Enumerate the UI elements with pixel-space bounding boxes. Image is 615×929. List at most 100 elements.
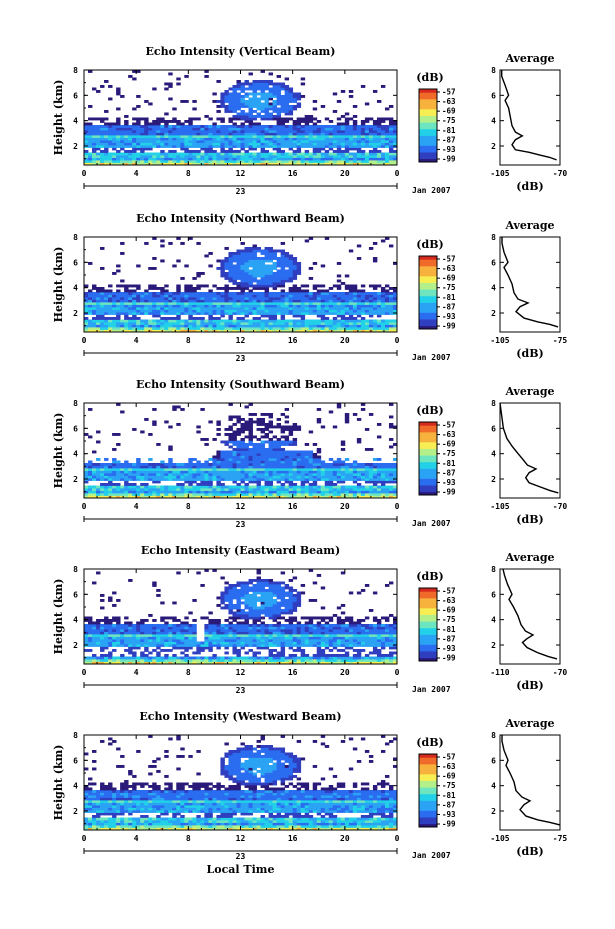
heatmap-cell: [168, 242, 173, 245]
heatmap-cell: [252, 490, 257, 494]
heatmap-cell: [312, 292, 318, 295]
heatmap-cell: [208, 147, 213, 151]
heatmap-cell: [380, 132, 386, 136]
heatmap-cell: [280, 425, 286, 429]
colorbar-step: [419, 152, 437, 156]
heatmap-cell: [300, 455, 306, 459]
heatmap-cell: [108, 488, 113, 491]
heatmap-cell: [280, 277, 286, 280]
heatmap-cell: [128, 299, 133, 303]
heatmap-cell: [276, 284, 282, 288]
heatmap-cell: [384, 488, 390, 491]
heatmap-cell: [132, 292, 137, 295]
heatmap-cell: [328, 130, 334, 133]
heatmap-cell: [176, 470, 181, 474]
profile-x-tick-label: -70: [553, 169, 568, 178]
heatmap-cell: [168, 157, 173, 161]
heatmap-cell: [212, 142, 217, 146]
heatmap-cell: [236, 87, 241, 91]
heatmap-cell: [92, 478, 97, 481]
heatmap-cell: [268, 304, 274, 308]
heatmap-cell: [116, 142, 121, 146]
heatmap-cell: [240, 130, 245, 133]
heatmap-cell: [100, 289, 105, 293]
heatmap-cell: [144, 152, 149, 156]
heatmap-cell: [176, 473, 181, 476]
heatmap-cell: [348, 147, 354, 151]
heatmap-cell: [256, 460, 261, 464]
heatmap-cell: [248, 438, 253, 441]
heatmap-cell: [248, 115, 253, 118]
heatmap-cell: [272, 284, 278, 288]
heatmap-cell: [220, 485, 225, 489]
heatmap-cell: [320, 137, 326, 141]
heatmap-cell: [244, 483, 249, 486]
heatmap-cell: [152, 132, 157, 136]
heatmap-cell: [204, 70, 209, 73]
heatmap-cell: [208, 309, 213, 313]
heatmap-cell: [248, 460, 253, 464]
heatmap-cell: [176, 312, 181, 315]
heatmap-cell: [184, 463, 189, 466]
heatmap-cell: [252, 319, 257, 323]
heatmap-cell: [236, 287, 241, 290]
heatmap-cell: [328, 304, 334, 308]
heatmap-cell: [320, 425, 326, 429]
heatmap-cell: [232, 468, 237, 471]
heatmap-cell: [104, 135, 109, 138]
heatmap-cell: [236, 292, 241, 295]
heatmap-cell: [92, 137, 97, 141]
heatmap-cell: [276, 127, 282, 131]
heatmap-cell: [236, 267, 241, 270]
heatmap-cell: [84, 327, 89, 330]
heatmap-cell: [352, 460, 358, 464]
heatmap-cell: [116, 157, 121, 161]
heatmap-cell: [224, 277, 229, 280]
heatmap-cell: [144, 157, 149, 161]
colorbar-step: [419, 262, 437, 267]
heatmap-cell: [124, 307, 129, 310]
heatmap-cell: [304, 443, 310, 446]
heatmap-cell: [392, 140, 398, 143]
heatmap-cell: [376, 117, 382, 121]
colorbar-step: [419, 269, 437, 273]
heatmap-cell: [292, 155, 298, 158]
heatmap-cell: [296, 450, 302, 454]
heatmap-cell: [196, 493, 201, 496]
heatmap-cell: [88, 105, 93, 108]
heatmap-cell: [208, 493, 213, 496]
heatmap-cell: [156, 495, 161, 499]
heatmap-cell: [332, 309, 338, 313]
heatmap-cell: [192, 150, 197, 153]
heatmap-cell: [368, 284, 374, 288]
heatmap-cell: [332, 327, 338, 330]
heatmap-cell: [224, 92, 229, 96]
heatmap-cell: [100, 135, 105, 138]
heatmap-cell: [280, 485, 286, 489]
heatmap-cell: [376, 100, 382, 103]
heatmap-cell: [244, 292, 249, 295]
heatmap-cell: [248, 465, 253, 469]
colorbar-tick-label: -81: [442, 126, 456, 135]
heatmap-cell: [320, 299, 326, 303]
heatmap-cell: [128, 152, 133, 156]
heatmap-cell: [128, 322, 133, 325]
heatmap-cell: [176, 423, 181, 426]
heatmap-cell: [308, 485, 314, 489]
heatmap-cell: [244, 257, 249, 260]
heatmap-cell: [216, 458, 221, 461]
heatmap-cell: [224, 287, 229, 290]
heatmap-cell: [268, 329, 274, 333]
heatmap-cell: [272, 473, 278, 476]
heatmap-cell: [208, 317, 213, 320]
heatmap-cell: [288, 470, 294, 474]
heatmap-cell: [84, 324, 89, 328]
heatmap-cell: [324, 125, 330, 128]
heatmap-cell: [240, 445, 245, 449]
heatmap-cell: [392, 289, 398, 293]
heatmap-cell: [300, 160, 306, 163]
heatmap-cell: [160, 239, 165, 243]
heatmap-cell: [384, 312, 390, 315]
heatmap-cell: [252, 147, 257, 151]
heatmap-cell: [104, 483, 109, 486]
